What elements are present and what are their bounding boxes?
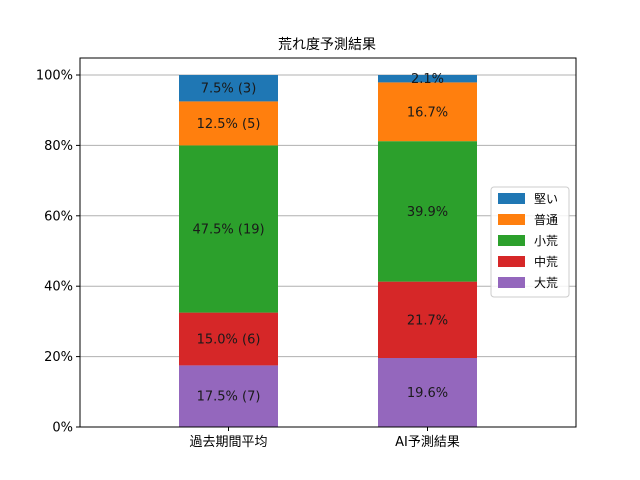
x-axis: 過去期間平均 AI予測結果 (189, 427, 460, 450)
legend-swatch (498, 214, 525, 225)
data-label: 15.0% (6) (197, 333, 261, 348)
legend-label: 中荒 (534, 254, 558, 269)
bars (179, 75, 477, 427)
legend-swatch (498, 193, 525, 204)
plot-frame (79, 57, 577, 428)
y-axis: 0% 20% 40% 60% 80% 100% (36, 69, 80, 436)
data-label: 21.7% (407, 313, 448, 328)
chart-title: 荒れ度予測結果 (278, 37, 376, 53)
legend-label: 普通 (534, 213, 558, 227)
legend-label: 堅い (534, 192, 558, 206)
bar-segment (179, 312, 278, 366)
bar-segment (179, 101, 278, 146)
data-label: 39.9% (407, 205, 448, 220)
bar-segment (179, 75, 278, 102)
y-tick-label: 80% (44, 139, 73, 154)
x-tick-label: 過去期間平均 (189, 435, 267, 450)
legend-label: 大荒 (534, 276, 558, 290)
y-tick-label: 100% (36, 69, 73, 84)
data-label: 19.6% (407, 386, 448, 401)
data-label: 12.5% (5) (197, 117, 261, 132)
legend-swatch (498, 277, 525, 288)
legend-swatch (498, 235, 525, 246)
data-label: 47.5% (19) (192, 223, 264, 238)
bar-segment (378, 281, 477, 359)
legend-label: 小荒 (534, 234, 558, 248)
y-tick-label: 0% (52, 421, 73, 436)
bar-segment (378, 358, 477, 427)
data-label: 2.1% (411, 72, 444, 87)
x-tick-label: AI予測結果 (395, 435, 460, 450)
bar-segment (378, 82, 477, 142)
data-label: 17.5% (7) (197, 390, 261, 405)
segment-labels: 17.5% (7) 15.0% (6) 47.5% (19) 12.5% (5) 7.5… (192, 72, 448, 405)
bar-segment (378, 141, 477, 282)
bar-segment (179, 145, 278, 313)
legend-swatch (498, 256, 525, 267)
bar-segment (179, 365, 278, 427)
y-tick-label: 60% (44, 209, 73, 224)
bar-segment (378, 75, 477, 83)
y-tick-label: 20% (44, 350, 73, 365)
data-label: 16.7% (407, 105, 448, 120)
y-tick-label: 40% (44, 280, 73, 295)
data-label: 7.5% (3) (201, 82, 257, 97)
